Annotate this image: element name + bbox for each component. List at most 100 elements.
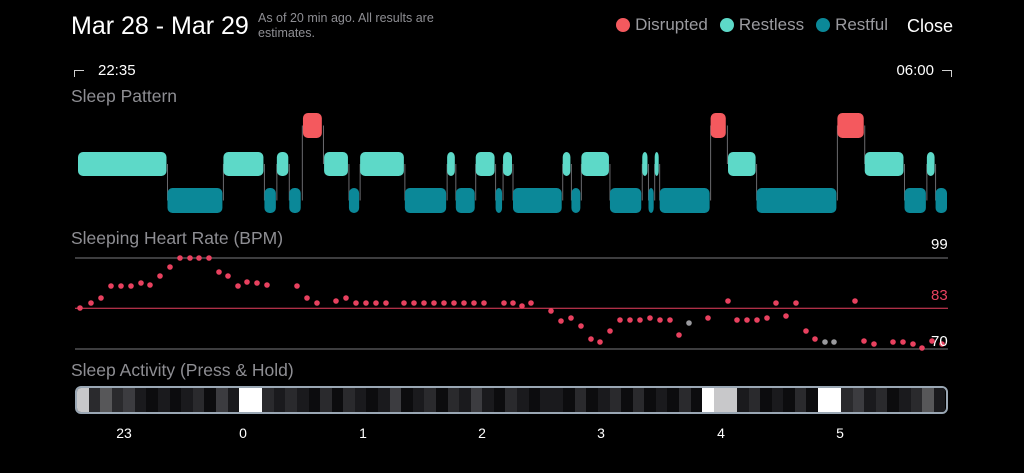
sleep-segment-restless[interactable] — [581, 152, 609, 176]
hr-point — [431, 300, 437, 306]
sleep-segment-restful[interactable] — [935, 188, 947, 213]
hr-point — [138, 280, 144, 286]
sleep-segment-restful[interactable] — [513, 188, 562, 213]
sleep-segment-restful[interactable] — [659, 188, 710, 213]
activity-segment — [158, 388, 170, 412]
activity-segment — [736, 388, 749, 412]
sleep-segment-restful[interactable] — [348, 188, 360, 213]
hr-point — [383, 300, 389, 306]
sleep-segment-restful[interactable] — [904, 188, 926, 213]
activity-segment — [644, 388, 656, 412]
sleep-segment-restless[interactable] — [926, 152, 935, 176]
sleep-segment-restless[interactable] — [223, 152, 264, 176]
sleep-activity-title: Sleep Activity (Press & Hold) — [71, 360, 294, 380]
activity-segment — [435, 388, 448, 412]
activity-segment — [690, 388, 703, 412]
activity-segment — [864, 388, 876, 412]
activity-segment — [88, 388, 101, 412]
activity-segment — [899, 388, 911, 412]
activity-segment — [331, 388, 344, 412]
activity-segment — [389, 388, 402, 412]
sleep-segment-restless[interactable] — [642, 152, 648, 176]
hr-point — [803, 328, 809, 334]
activity-segment — [169, 388, 182, 412]
sleep-segment-restful[interactable] — [609, 188, 642, 213]
hr-point — [363, 300, 369, 306]
activity-segment — [378, 388, 390, 412]
hr-point — [764, 315, 770, 321]
sleep-segment-restful[interactable] — [495, 188, 503, 213]
sleep-segment-restless[interactable] — [654, 152, 659, 176]
sleep-segment-restful[interactable] — [167, 188, 223, 213]
hour-tick-label: 2 — [478, 425, 486, 441]
activity-segment — [204, 388, 216, 412]
hr-point — [861, 338, 867, 344]
sleep-segment-restful[interactable] — [455, 188, 475, 213]
sleep-segment-restful[interactable] — [264, 188, 276, 213]
activity-segment — [285, 388, 297, 412]
activity-segment — [551, 388, 564, 412]
hr-point — [588, 336, 594, 342]
sleep-segment-restless[interactable] — [562, 152, 571, 176]
sleep-segment-restless[interactable] — [503, 152, 512, 176]
sleep-segment-restless[interactable] — [447, 152, 455, 176]
sleep-segment-disrupted[interactable] — [837, 113, 864, 138]
hr-point — [607, 328, 613, 334]
activity-segment — [632, 388, 645, 412]
hr-point — [108, 283, 114, 289]
activity-segment — [412, 388, 425, 412]
hr-point — [167, 264, 173, 270]
hr-point — [98, 295, 104, 301]
sleep-segment-restless[interactable] — [475, 152, 495, 176]
sleep-segment-restless[interactable] — [728, 152, 756, 176]
sleep-segment-restful[interactable] — [289, 188, 301, 213]
heart-rate-title: Sleeping Heart Rate (BPM) — [71, 228, 284, 248]
legend-label: Disrupted — [635, 15, 708, 34]
sleep-segment-restful[interactable] — [404, 188, 447, 213]
sleep-activity-bar[interactable] — [75, 386, 948, 414]
hr-point — [705, 315, 711, 321]
hr-point — [196, 255, 202, 261]
sleep-segment-restless[interactable] — [276, 152, 289, 176]
hr-point — [77, 305, 83, 311]
sleep-segment-disrupted[interactable] — [302, 113, 322, 138]
hr-point — [617, 317, 623, 323]
sleep-segment-restless[interactable] — [78, 152, 167, 176]
sleep-segment-restless[interactable] — [360, 152, 404, 176]
activity-segment — [760, 388, 772, 412]
hr-point — [627, 317, 633, 323]
sleep-segment-restful[interactable] — [648, 188, 654, 213]
sleep-segment-restful[interactable] — [756, 188, 837, 213]
hr-point — [900, 339, 906, 345]
hr-point — [225, 273, 231, 279]
hr-point — [128, 283, 134, 289]
hr-point — [734, 317, 740, 323]
hr-point — [528, 300, 534, 306]
activity-segment — [459, 388, 471, 412]
hr-point — [754, 317, 760, 323]
hr-point — [147, 282, 153, 288]
sleep-segment-disrupted[interactable] — [710, 113, 726, 138]
sleep-segment-restless[interactable] — [864, 152, 904, 176]
hr-point — [657, 317, 663, 323]
activity-segment — [598, 388, 610, 412]
hr-point — [441, 300, 447, 306]
sleep-segment-restful[interactable] — [571, 188, 581, 213]
activity-segment — [748, 388, 761, 412]
hr-point — [510, 300, 516, 306]
activity-segment — [783, 388, 795, 412]
hr-point — [88, 300, 94, 306]
hr-point — [314, 300, 320, 306]
hour-tick-label: 23 — [116, 425, 132, 441]
hr-point — [501, 300, 507, 306]
activity-segment — [447, 388, 460, 412]
activity-segment — [320, 388, 332, 412]
hr-point — [333, 298, 339, 304]
legend-label: Restless — [738, 15, 805, 34]
sleep-segment-restless[interactable] — [324, 152, 348, 176]
activity-segment — [933, 388, 946, 412]
hr-point — [676, 332, 682, 338]
activity-segment — [146, 388, 159, 412]
close-button[interactable]: Close — [907, 16, 954, 36]
